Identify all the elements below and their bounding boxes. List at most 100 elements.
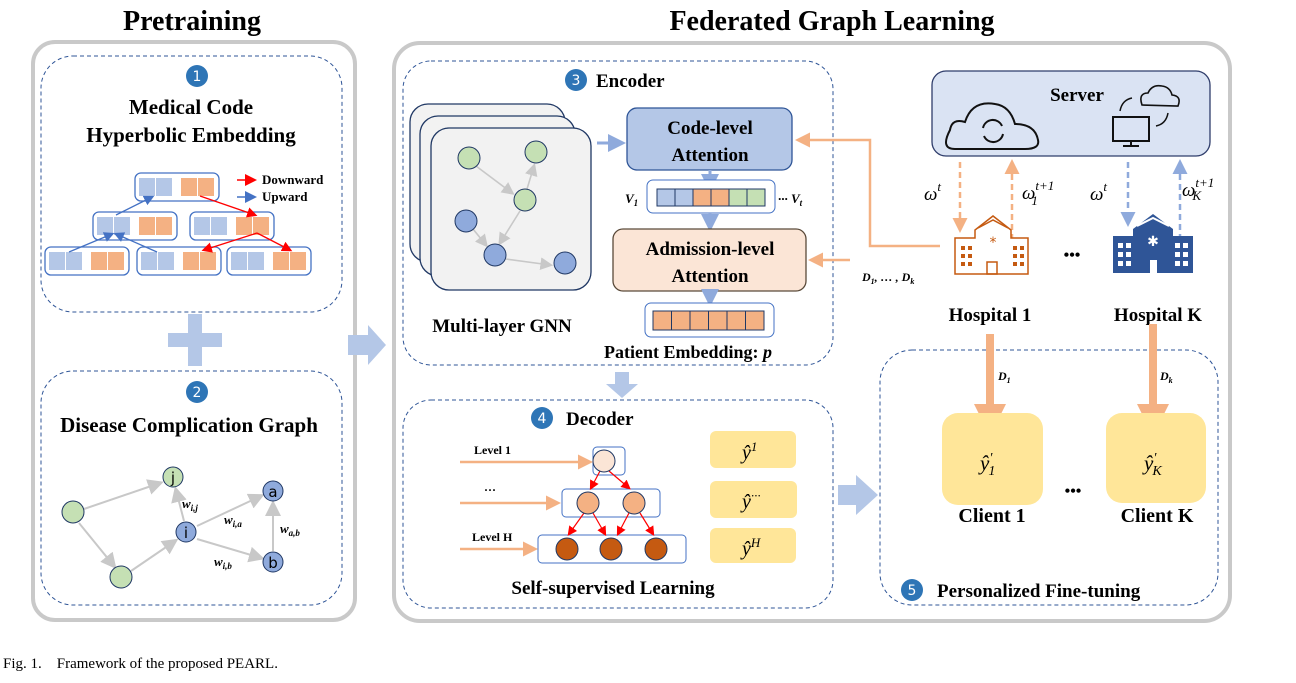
decoder-node-level-h bbox=[555, 537, 579, 561]
step-4-number: 4 bbox=[538, 411, 547, 427]
admission-attention-line1: Admission-level bbox=[646, 239, 775, 260]
visit-cell bbox=[692, 188, 712, 207]
encoder-to-decoder-arrow bbox=[606, 372, 638, 398]
exchange-arrows-icon bbox=[1119, 97, 1169, 127]
cloud-sync-icon bbox=[945, 102, 1040, 150]
weight-label-global-k: ωt bbox=[1090, 179, 1107, 205]
client-1-label: Client 1 bbox=[958, 505, 1025, 527]
encoder-section: 3 Encoder Multi-layer GNN Code-level Att… bbox=[402, 60, 834, 366]
embedding-cell bbox=[97, 217, 113, 235]
step-4-badge bbox=[531, 407, 553, 429]
visit-cell bbox=[710, 188, 730, 207]
embedding-cell bbox=[139, 178, 155, 196]
embedding-cell bbox=[194, 217, 210, 235]
embedding-cell bbox=[183, 252, 199, 270]
output-middle: ŷ··· bbox=[740, 488, 761, 513]
fine-tuning-title: Personalized Fine-tuning bbox=[937, 581, 1141, 602]
visit-cell bbox=[746, 188, 766, 207]
decoder-node-level-h bbox=[644, 537, 668, 561]
embedding-cell bbox=[248, 252, 264, 270]
hospital-ellipsis: ••• bbox=[1064, 247, 1081, 264]
level-h-label: Level H bbox=[472, 530, 513, 544]
embedding-node bbox=[92, 211, 178, 241]
patient-embedding-label: Patient Embedding: p bbox=[604, 342, 772, 362]
embedding-cell bbox=[200, 252, 216, 270]
client-1-box bbox=[942, 413, 1043, 505]
step-3-number: 3 bbox=[572, 73, 581, 89]
federated-title: Federated Graph Learning bbox=[669, 6, 994, 37]
edge-weight-ij: wi,j bbox=[182, 496, 198, 513]
embedding-node bbox=[134, 172, 220, 202]
output-level-h: ŷH bbox=[740, 535, 761, 560]
gnn-node bbox=[553, 251, 577, 275]
graph-node bbox=[109, 565, 133, 589]
graph-node-a bbox=[262, 480, 284, 502]
weight-label-local-1: ωt+1 1 bbox=[1022, 178, 1054, 208]
embedding-cell bbox=[253, 217, 269, 235]
visit-last-label: ··· Vt bbox=[778, 191, 803, 208]
patient-cell bbox=[689, 310, 709, 331]
embedding-cell bbox=[290, 252, 306, 270]
figure-caption: Fig. 1. Framework of the proposed PEARL. bbox=[3, 656, 278, 672]
embedding-node bbox=[226, 246, 312, 276]
patient-embedding-cells bbox=[652, 310, 765, 331]
client-1-prediction: ŷ′ 1 bbox=[978, 451, 995, 479]
visit-cell bbox=[656, 188, 676, 207]
server-box: Server bbox=[931, 70, 1211, 157]
gnn-node bbox=[454, 209, 478, 233]
downward-arrow bbox=[199, 195, 258, 218]
hospital-k-icon: ✱ bbox=[1113, 214, 1193, 273]
node-label-i: i bbox=[184, 524, 188, 542]
gnn-node bbox=[483, 243, 507, 267]
hospital-1-label: Hospital 1 bbox=[949, 305, 1032, 326]
server-label: Server bbox=[1050, 85, 1104, 106]
embedding-cell bbox=[114, 217, 130, 235]
client-k-data-label: Dk bbox=[1159, 369, 1173, 385]
legend-downward: Downward bbox=[262, 172, 324, 187]
upward-arrow bbox=[113, 232, 158, 253]
visit-embedding-cells bbox=[656, 188, 766, 207]
hyperbolic-title-line1: Medical Code bbox=[129, 95, 253, 119]
federated-panel bbox=[392, 41, 1232, 623]
embedding-cell bbox=[91, 252, 107, 270]
complication-graph-section: 2 Disease Complication Graph j i a b wi,… bbox=[40, 370, 343, 606]
code-attention-line1: Code-level bbox=[667, 118, 752, 139]
embedding-cell bbox=[156, 178, 172, 196]
admission-attention-line2: Attention bbox=[671, 266, 748, 287]
decoder-node-middle bbox=[622, 491, 646, 515]
weight-label-local-k: ωt+1 K bbox=[1182, 175, 1214, 203]
embedding-cell bbox=[108, 252, 124, 270]
edge-weight-ia: wi,a bbox=[224, 512, 242, 529]
step-2-badge bbox=[186, 381, 208, 403]
decoder-node-level-h bbox=[599, 537, 623, 561]
client-k-box bbox=[1106, 413, 1206, 503]
embedding-node bbox=[44, 246, 130, 276]
svg-text:✱: ✱ bbox=[1147, 234, 1159, 250]
embedding-cell bbox=[273, 252, 289, 270]
gnn-node bbox=[524, 140, 548, 164]
decoder-footer: Self-supervised Learning bbox=[511, 578, 715, 599]
hyperbolic-embedding-section: 1 Medical Code Hyperbolic Embedding Down… bbox=[40, 55, 343, 313]
decoder-node-middle bbox=[576, 491, 600, 515]
sync-icon bbox=[982, 118, 1004, 144]
patient-cell bbox=[726, 310, 746, 331]
hyperbolic-title-line2: Hyperbolic Embedding bbox=[86, 123, 296, 147]
step-3-badge bbox=[565, 69, 587, 91]
node-label-j: j bbox=[170, 469, 175, 487]
pretraining-title: Pretraining bbox=[123, 6, 261, 37]
embedding-cell bbox=[181, 178, 197, 196]
visit-cell bbox=[674, 188, 694, 207]
weight-label-global-1: ωt bbox=[924, 179, 941, 205]
embedding-node bbox=[189, 211, 275, 241]
embedding-cell bbox=[236, 217, 252, 235]
level-1-label: Level 1 bbox=[474, 443, 511, 457]
step-1-badge bbox=[186, 65, 208, 87]
patient-cell bbox=[652, 310, 672, 331]
output-box-level-h bbox=[710, 528, 796, 563]
gnn-node bbox=[513, 188, 537, 212]
pretraining-panel bbox=[31, 40, 357, 622]
data-to-code-attention-line bbox=[795, 132, 940, 248]
output-box-middle bbox=[710, 481, 797, 518]
encoder-title: Encoder bbox=[596, 71, 665, 92]
client-1-data-label: D1 bbox=[997, 369, 1011, 385]
